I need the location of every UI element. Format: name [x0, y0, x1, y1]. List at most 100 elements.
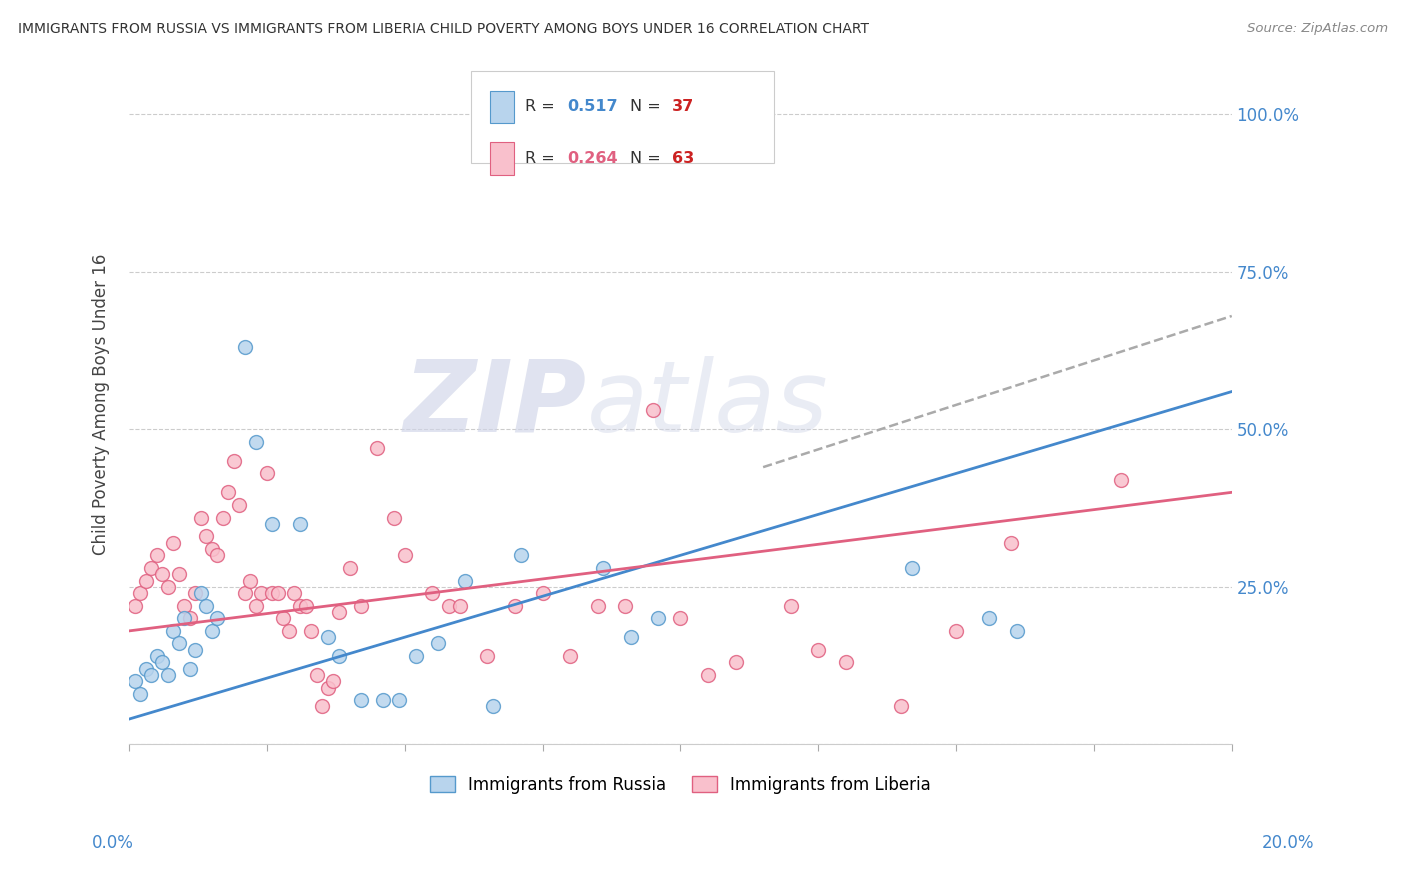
- Point: [233, 586, 256, 600]
- Bar: [489, 143, 515, 175]
- Point: [201, 624, 224, 638]
- Point: [135, 662, 157, 676]
- Point: [405, 649, 427, 664]
- Point: [477, 649, 499, 664]
- Text: 0.517: 0.517: [567, 99, 617, 114]
- Text: IMMIGRANTS FROM RUSSIA VS IMMIGRANTS FROM LIBERIA CHILD POVERTY AMONG BOYS UNDER: IMMIGRANTS FROM RUSSIA VS IMMIGRANTS FRO…: [18, 22, 869, 37]
- Point: [835, 656, 858, 670]
- Point: [184, 586, 207, 600]
- Point: [394, 549, 416, 563]
- Point: [207, 611, 229, 625]
- Point: [328, 649, 350, 664]
- Point: [173, 599, 195, 613]
- Text: R =: R =: [524, 151, 560, 166]
- Point: [179, 611, 201, 625]
- Point: [139, 561, 162, 575]
- Point: [560, 649, 582, 664]
- Point: [162, 535, 184, 549]
- Point: [262, 516, 284, 531]
- Point: [945, 624, 967, 638]
- Point: [129, 687, 152, 701]
- Point: [620, 630, 643, 644]
- Point: [278, 624, 301, 638]
- Point: [482, 699, 505, 714]
- FancyBboxPatch shape: [471, 70, 775, 162]
- Point: [350, 599, 373, 613]
- Point: [647, 611, 669, 625]
- Point: [388, 693, 411, 707]
- Point: [724, 656, 747, 670]
- Point: [190, 586, 212, 600]
- Point: [592, 561, 614, 575]
- Point: [531, 586, 554, 600]
- Point: [681, 107, 703, 121]
- Y-axis label: Child Poverty Among Boys Under 16: Child Poverty Among Boys Under 16: [93, 253, 110, 555]
- Text: 0.0%: 0.0%: [91, 834, 134, 852]
- Point: [1000, 535, 1022, 549]
- Text: 20.0%: 20.0%: [1263, 834, 1315, 852]
- Point: [239, 574, 262, 588]
- Point: [222, 454, 245, 468]
- Point: [245, 599, 267, 613]
- Point: [124, 674, 146, 689]
- Text: 63: 63: [672, 151, 693, 166]
- Text: 0.264: 0.264: [567, 151, 617, 166]
- Point: [299, 624, 322, 638]
- Point: [124, 599, 146, 613]
- Point: [150, 656, 173, 670]
- Point: [273, 611, 295, 625]
- Point: [167, 567, 190, 582]
- Legend: Immigrants from Russia, Immigrants from Liberia: Immigrants from Russia, Immigrants from …: [423, 769, 938, 800]
- Point: [195, 529, 218, 543]
- Point: [641, 403, 664, 417]
- Point: [135, 574, 157, 588]
- Point: [449, 599, 471, 613]
- Point: [217, 485, 239, 500]
- Text: atlas: atlas: [586, 356, 828, 452]
- Point: [311, 699, 333, 714]
- Point: [207, 549, 229, 563]
- Point: [328, 605, 350, 619]
- Point: [503, 599, 526, 613]
- Point: [288, 516, 311, 531]
- Point: [890, 699, 912, 714]
- Point: [420, 586, 443, 600]
- Point: [233, 341, 256, 355]
- Point: [162, 624, 184, 638]
- Point: [179, 662, 201, 676]
- Point: [256, 467, 278, 481]
- Point: [366, 442, 388, 456]
- Text: R =: R =: [524, 99, 560, 114]
- Point: [184, 642, 207, 657]
- Point: [262, 586, 284, 600]
- Text: N =: N =: [630, 151, 665, 166]
- Point: [437, 599, 460, 613]
- Point: [145, 649, 167, 664]
- Point: [288, 599, 311, 613]
- Point: [129, 586, 152, 600]
- Point: [382, 510, 405, 524]
- Point: [173, 611, 195, 625]
- Point: [779, 599, 801, 613]
- Point: [807, 642, 830, 657]
- Point: [979, 611, 1001, 625]
- Point: [167, 636, 190, 650]
- Point: [901, 561, 924, 575]
- Point: [614, 599, 637, 613]
- Point: [454, 574, 477, 588]
- Point: [294, 599, 316, 613]
- Text: 37: 37: [672, 99, 693, 114]
- Point: [195, 599, 218, 613]
- Point: [150, 567, 173, 582]
- Point: [322, 674, 344, 689]
- Point: [228, 498, 250, 512]
- Point: [283, 586, 305, 600]
- Point: [316, 630, 339, 644]
- Point: [267, 586, 290, 600]
- Point: [245, 434, 267, 449]
- Point: [145, 549, 167, 563]
- Point: [156, 668, 179, 682]
- Point: [669, 611, 692, 625]
- Point: [339, 561, 361, 575]
- Point: [509, 549, 531, 563]
